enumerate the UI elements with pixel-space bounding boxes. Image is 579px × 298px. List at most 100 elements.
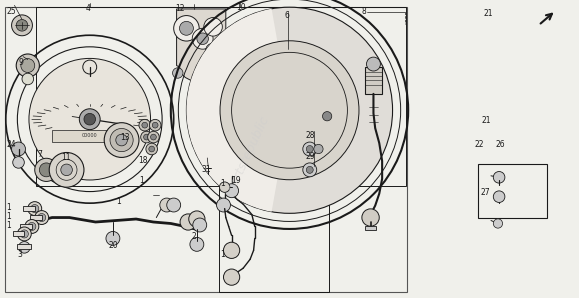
Circle shape — [493, 172, 505, 183]
Text: 10: 10 — [236, 3, 246, 12]
Circle shape — [306, 145, 313, 153]
Circle shape — [79, 109, 100, 130]
Bar — [275, 105, 304, 116]
Circle shape — [22, 73, 34, 85]
Bar — [13, 231, 24, 236]
Text: 3: 3 — [17, 250, 22, 259]
Text: 9: 9 — [19, 58, 23, 67]
Circle shape — [303, 142, 317, 156]
Circle shape — [20, 230, 28, 238]
Circle shape — [28, 202, 42, 215]
Text: 1: 1 — [116, 197, 120, 206]
Circle shape — [110, 128, 133, 152]
Bar — [23, 206, 35, 211]
Circle shape — [173, 68, 183, 78]
Circle shape — [39, 163, 53, 177]
Text: 21: 21 — [482, 116, 491, 125]
Circle shape — [25, 220, 39, 233]
Circle shape — [116, 134, 127, 146]
Text: 00000: 00000 — [82, 133, 97, 138]
Circle shape — [306, 166, 313, 173]
Bar — [5, 7, 407, 292]
Bar — [478, 164, 547, 218]
Circle shape — [106, 232, 120, 245]
Text: 1: 1 — [220, 179, 225, 188]
Circle shape — [152, 122, 158, 128]
Text: 13: 13 — [120, 133, 130, 142]
Text: 2: 2 — [191, 232, 196, 241]
Circle shape — [189, 211, 205, 227]
Wedge shape — [186, 9, 278, 212]
Circle shape — [314, 144, 323, 154]
Circle shape — [223, 269, 240, 285]
Circle shape — [35, 158, 58, 181]
Text: 6: 6 — [285, 11, 290, 20]
Text: 11: 11 — [61, 153, 70, 162]
Circle shape — [206, 43, 221, 58]
Circle shape — [225, 184, 239, 198]
Circle shape — [149, 119, 161, 131]
Text: 19: 19 — [232, 176, 241, 185]
Circle shape — [12, 15, 32, 36]
Text: 29: 29 — [306, 152, 316, 161]
Bar — [365, 226, 376, 230]
Circle shape — [204, 18, 222, 36]
Circle shape — [104, 123, 139, 157]
Circle shape — [362, 209, 379, 226]
Circle shape — [16, 54, 39, 77]
Bar — [20, 224, 32, 229]
Circle shape — [35, 211, 49, 224]
Circle shape — [323, 111, 332, 121]
Bar — [219, 173, 329, 292]
Circle shape — [29, 58, 151, 180]
Text: 12: 12 — [175, 4, 184, 13]
Circle shape — [31, 204, 39, 213]
Text: 28: 28 — [306, 131, 315, 140]
Bar — [17, 244, 31, 249]
Bar — [365, 67, 382, 94]
Text: 18: 18 — [138, 156, 147, 164]
Text: 25: 25 — [7, 7, 17, 16]
Circle shape — [49, 153, 84, 187]
Circle shape — [211, 54, 223, 65]
Text: 31: 31 — [201, 165, 211, 174]
Circle shape — [367, 57, 380, 71]
Text: partsrepublic: partsrepublic — [226, 115, 272, 195]
Circle shape — [217, 198, 230, 212]
Circle shape — [160, 198, 174, 212]
Text: 7: 7 — [37, 150, 42, 159]
Circle shape — [28, 222, 36, 231]
Text: 8: 8 — [362, 7, 367, 16]
Circle shape — [19, 242, 30, 253]
Circle shape — [493, 219, 503, 228]
Circle shape — [38, 213, 46, 222]
Circle shape — [174, 15, 199, 41]
Circle shape — [84, 114, 96, 125]
Text: 4: 4 — [86, 4, 90, 13]
Text: 26: 26 — [495, 140, 505, 149]
Text: 27: 27 — [481, 188, 490, 197]
Circle shape — [151, 134, 156, 140]
Circle shape — [148, 131, 159, 143]
Text: 1: 1 — [6, 203, 10, 212]
Circle shape — [197, 33, 208, 44]
Text: 21: 21 — [483, 9, 493, 18]
Polygon shape — [177, 9, 226, 83]
Circle shape — [12, 142, 25, 156]
Circle shape — [190, 238, 204, 251]
Circle shape — [303, 163, 317, 177]
Circle shape — [17, 227, 31, 241]
Circle shape — [142, 122, 148, 128]
Circle shape — [179, 21, 193, 35]
Bar — [30, 215, 42, 220]
Text: 1: 1 — [6, 212, 10, 221]
Text: 1: 1 — [220, 250, 225, 259]
Circle shape — [149, 146, 155, 152]
Circle shape — [180, 214, 196, 230]
Circle shape — [186, 7, 393, 213]
Bar — [52, 130, 127, 142]
Text: 1: 1 — [139, 176, 144, 185]
Circle shape — [220, 41, 359, 180]
Circle shape — [16, 20, 28, 31]
Text: 1: 1 — [6, 221, 10, 229]
